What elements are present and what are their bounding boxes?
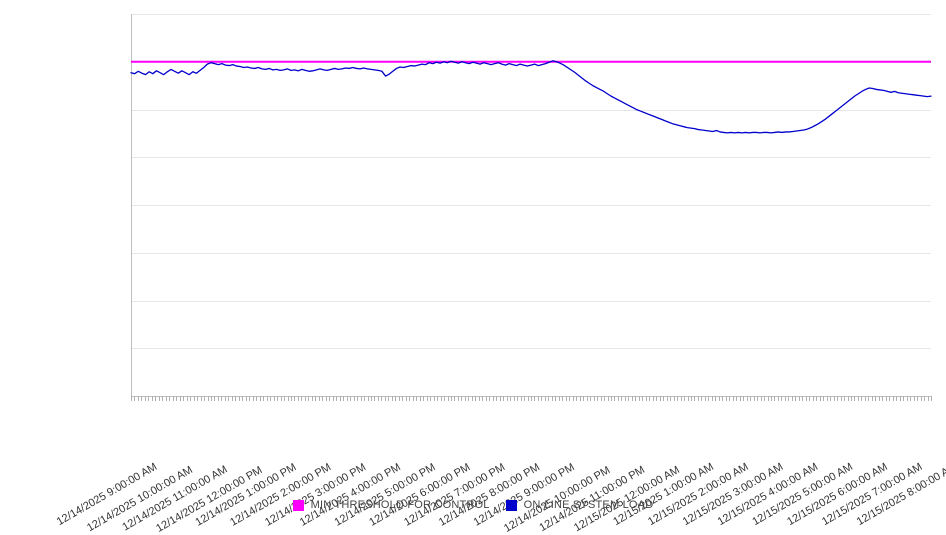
x-axis-minor-ticks	[131, 396, 932, 401]
legend-label: ON-LINE SYSTEM LOAD	[523, 499, 654, 511]
x-axis-tick-labels: 12/14/2025 9:00:00 AM 12/14/2025 10:00:00…	[0, 396, 946, 535]
legend-item-online-system-load[interactable]: ON-LINE SYSTEM LOAD	[505, 499, 654, 511]
online-system-load-line	[130, 60, 932, 134]
legend-swatch-icon	[505, 499, 517, 511]
legend-item-min-threshold[interactable]: MIN THRESHOLD FOR CONTROL	[292, 499, 490, 511]
legend-swatch-icon	[292, 499, 304, 511]
gridlines-group	[131, 14, 931, 349]
legend-label: MIN THRESHOLD FOR CONTROL	[310, 499, 490, 511]
chart-legend: MIN THRESHOLD FOR CONTROL ON-LINE SYSTEM…	[0, 494, 946, 516]
